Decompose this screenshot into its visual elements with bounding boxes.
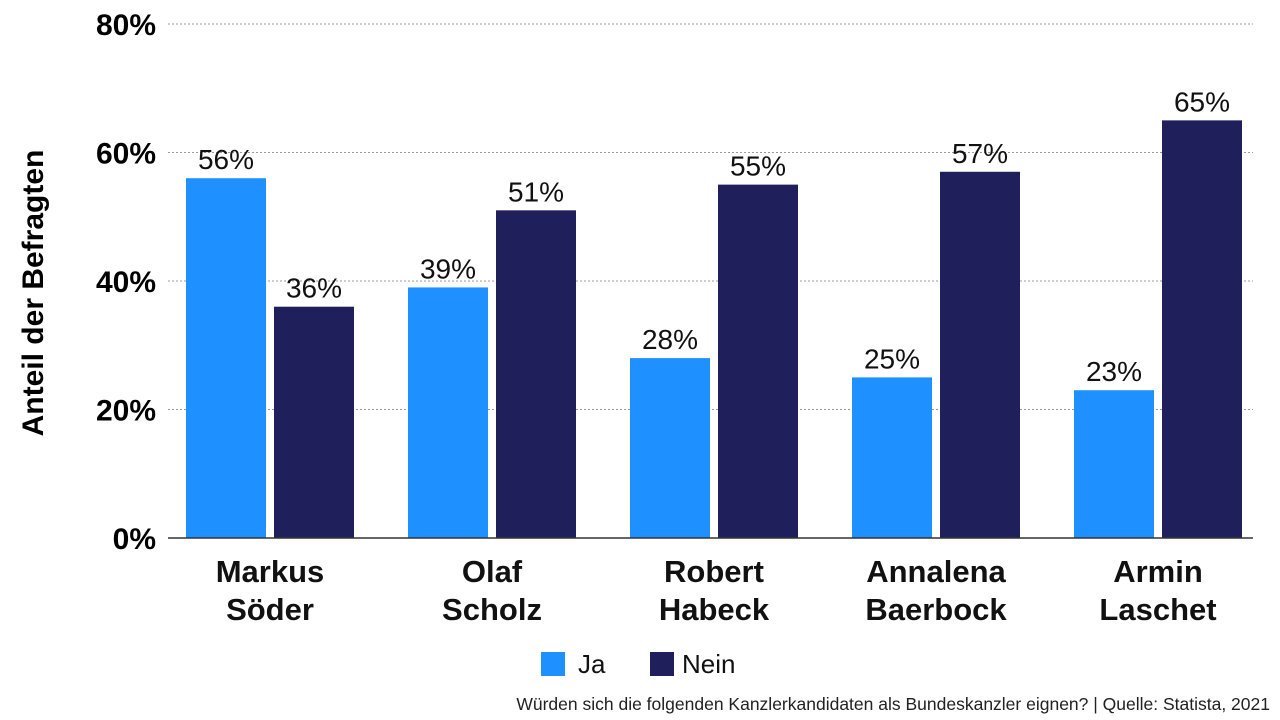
- bar-ja-0: [186, 178, 266, 538]
- data-label-ja-1: 39%: [420, 253, 476, 284]
- data-label-ja-4: 23%: [1086, 356, 1142, 387]
- bar-ja-4: [1074, 390, 1154, 538]
- data-label-nein-0: 36%: [286, 273, 342, 304]
- legend-label-nein: Nein: [682, 649, 735, 679]
- bars: [186, 120, 1242, 538]
- data-label-nein-1: 51%: [508, 176, 564, 207]
- y-axis-title: Anteil der Befragten: [17, 150, 50, 437]
- bar-nein-3: [940, 171, 1020, 538]
- bar-ja-3: [852, 377, 932, 538]
- data-label-nein-4: 65%: [1174, 86, 1230, 117]
- x-category-label-4: Armin Laschet: [1099, 554, 1216, 627]
- x-category-label-3: Annalena Baerbock: [865, 554, 1007, 627]
- legend-label-ja: Ja: [578, 649, 606, 679]
- data-label-nein-2: 55%: [730, 151, 786, 182]
- legend-swatch-ja: [541, 652, 565, 676]
- legend-swatch-nein: [650, 652, 674, 676]
- x-category-label-1: Olaf Scholz: [442, 554, 542, 627]
- data-label-ja-0: 56%: [198, 144, 254, 175]
- data-label-ja-2: 28%: [642, 324, 698, 355]
- y-tick-label: 60%: [96, 138, 156, 171]
- bar-nein-1: [496, 210, 576, 538]
- source-note: Würden sich die folgenden Kanzlerkandida…: [516, 694, 1270, 714]
- y-tick-label: 20%: [96, 395, 156, 428]
- x-category-label-2: Robert Habeck: [659, 554, 770, 627]
- bar-nein-4: [1162, 120, 1242, 538]
- x-category-label-0: Markus Söder: [216, 554, 325, 627]
- data-label-nein-3: 57%: [952, 138, 1008, 169]
- bar-ja-1: [408, 287, 488, 538]
- y-tick-label: 40%: [96, 266, 156, 299]
- data-label-ja-3: 25%: [864, 343, 920, 374]
- labels: 0% 20% 40% 60% 80% 56% 39% 28% 25% 23% 36% 51% 55% 57…: [96, 9, 1230, 627]
- bar-nein-2: [718, 184, 798, 538]
- legend: Ja Nein: [541, 649, 735, 679]
- y-tick-label: 80%: [96, 9, 156, 42]
- y-tick-label: 0%: [113, 523, 156, 556]
- bar-ja-2: [630, 358, 710, 538]
- bar-nein-0: [274, 306, 354, 538]
